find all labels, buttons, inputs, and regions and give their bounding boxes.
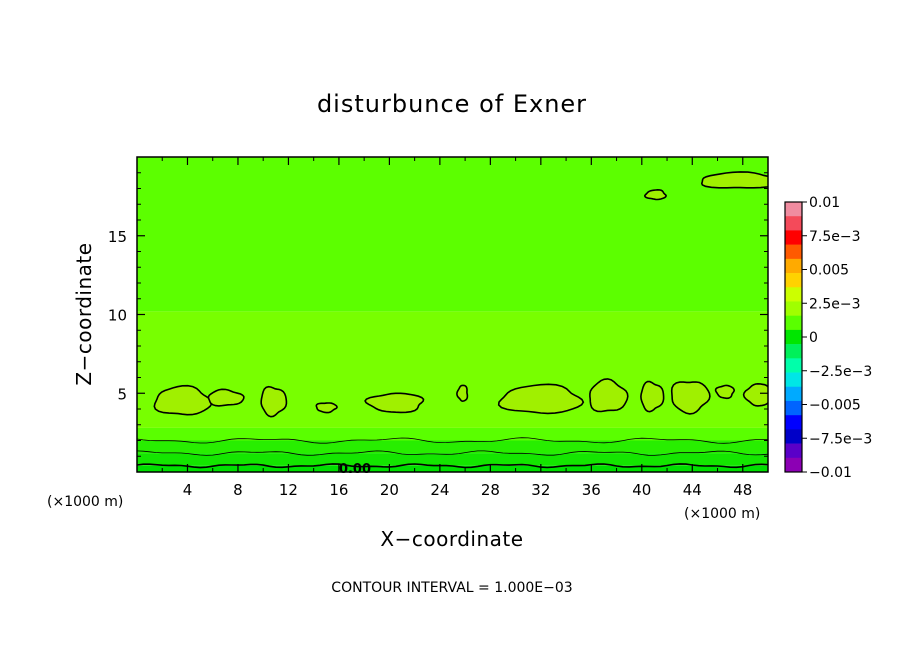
colorbar-swatch-13: [785, 386, 802, 402]
x-tick-label: 48: [733, 481, 752, 499]
contour-blob-7: [589, 378, 629, 413]
contour-blob-12: [643, 188, 667, 201]
colorbar-labels: 0.01 7.5e−3 0.005 2.5e−3 0 −2.5e−3 −0.005 −7.5e…: [802, 195, 872, 481]
colorbar-swatch-9: [785, 329, 802, 345]
colorbar-swatch-11: [785, 358, 802, 373]
contour-blob-0: [153, 384, 213, 416]
colorbar-label: 7.5e−3: [809, 229, 861, 245]
colorbar-label: 0.005: [809, 263, 849, 279]
contour-blob-4: [364, 392, 425, 414]
x-tick-label: 28: [481, 481, 500, 499]
y-axis: 5 10 15: [108, 172, 768, 457]
contour-blob-8: [640, 380, 665, 413]
colorbar-swatch-18: [785, 457, 802, 473]
contour-blob-6: [497, 383, 585, 415]
colorbar-label: 0: [809, 330, 818, 346]
contour-band-1: [137, 453, 768, 466]
colorbar-swatch-12: [785, 372, 802, 388]
contour-band-0: [137, 465, 768, 472]
colorbar-swatch-6: [785, 287, 802, 302]
x-unit-left: (×1000 m): [47, 494, 123, 510]
x-tick-label: 24: [430, 481, 449, 499]
colorbar: [784, 201, 803, 473]
x-axis: 4 8 12 16 20 24 28 32 36 40 44 48: [161, 157, 752, 499]
colorbar-swatch-2: [785, 230, 802, 245]
colorbar-swatch-3: [785, 244, 802, 260]
x-unit-right: (×1000 m): [684, 506, 760, 522]
contour-blob-13: [700, 171, 768, 189]
colorbar-swatch-16: [785, 429, 802, 444]
colorbar-swatch-17: [785, 443, 802, 459]
x-axis-label: X−coordinate: [380, 527, 523, 551]
x-tick-label: 4: [183, 481, 193, 499]
y-tick-label: 15: [108, 228, 127, 246]
colorbar-swatch-7: [785, 301, 802, 316]
contour-line-0: [137, 463, 768, 469]
colorbar-swatch-15: [785, 415, 802, 430]
colorbar-label: 2.5e−3: [809, 296, 861, 312]
x-tick-label: 20: [380, 481, 399, 499]
colorbar-label: −0.01: [809, 465, 852, 481]
contour-label: 0.00: [339, 462, 371, 477]
y-axis-label: Z−coordinate: [72, 242, 96, 385]
contour-band-5: [137, 157, 768, 312]
contour-blob-1: [207, 388, 245, 407]
contour-blob-9: [670, 381, 711, 415]
x-tick-label: 12: [279, 481, 298, 499]
colorbar-label: 0.01: [809, 195, 840, 211]
x-tick-label: 8: [233, 481, 243, 499]
colorbar-label: −2.5e−3: [809, 364, 872, 380]
contour-line-1: [137, 450, 768, 456]
contour-blob-11: [742, 382, 768, 407]
x-tick-label: 16: [329, 481, 348, 499]
colorbar-swatch-0: [785, 202, 802, 217]
colorbar-label: −0.005: [809, 398, 861, 414]
contour-blob-2: [260, 385, 288, 418]
chart-title: disturbunce of Exner: [317, 90, 587, 118]
x-tick-label: 36: [582, 481, 601, 499]
contour-fill: [137, 157, 768, 472]
x-tick-label: 44: [683, 481, 702, 499]
contour-band-3: [137, 427, 768, 441]
colorbar-swatch-1: [785, 216, 802, 231]
colorbar-swatch-14: [785, 400, 802, 416]
colorbar-swatch-5: [785, 273, 802, 288]
colorbar-swatch-4: [785, 258, 802, 274]
contour-band-4: [137, 311, 768, 428]
contour-blob-10: [714, 384, 736, 400]
colorbar-label: −7.5e−3: [809, 431, 872, 447]
contour-band-2: [137, 440, 768, 454]
x-tick-label: 32: [531, 481, 550, 499]
y-tick-label: 10: [108, 307, 127, 325]
colorbar-swatch-8: [785, 315, 802, 331]
y-tick-label: 5: [117, 385, 127, 403]
contour-blob-3: [315, 402, 338, 414]
contour-line-2: [137, 437, 768, 444]
x-tick-label: 40: [632, 481, 651, 499]
contour-interval-note: CONTOUR INTERVAL = 1.000E−03: [331, 580, 572, 596]
contour-lines: [137, 171, 768, 469]
colorbar-swatch-10: [785, 344, 802, 359]
contour-blob-5: [456, 384, 469, 403]
